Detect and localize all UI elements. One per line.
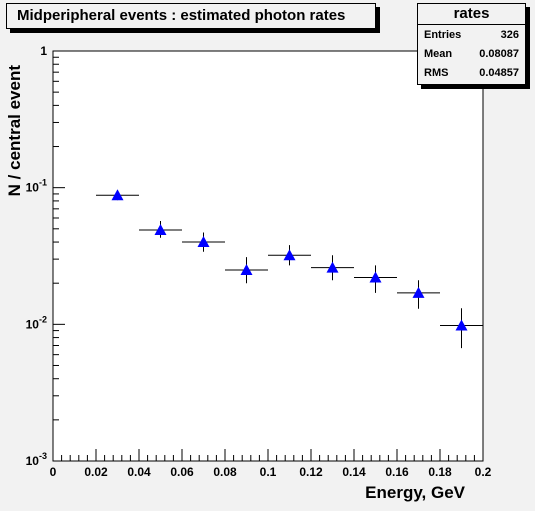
y-tick-label: 10-3: [26, 451, 47, 468]
x-tick-label: 0.02: [84, 465, 108, 479]
stats-label: Entries: [424, 29, 462, 41]
data-point-marker: [326, 261, 339, 273]
y-tick-label: 1: [40, 44, 47, 58]
x-tick-label: 0.14: [342, 465, 366, 479]
data-point-marker: [283, 249, 296, 261]
data-point-marker: [240, 263, 253, 275]
x-axis-label: Energy, GeV: [365, 483, 465, 502]
data-point-marker: [455, 319, 468, 331]
x-tick-label: 0.12: [299, 465, 323, 479]
stats-label: Mean: [424, 48, 453, 60]
data-point-marker: [197, 236, 210, 248]
x-tick-label: 0.16: [385, 465, 409, 479]
stats-value: 0.08087: [479, 48, 519, 60]
stats-row-entries: Entries 326: [418, 25, 525, 44]
stats-row-rms: RMS 0.04857: [418, 63, 525, 82]
plot-frame: [52, 50, 484, 462]
y-axis-label: N / central event: [5, 65, 24, 197]
stats-row-mean: Mean 0.08087: [418, 44, 525, 63]
data-points: [96, 189, 483, 349]
stats-title: rates: [418, 4, 525, 25]
data-point-marker: [369, 271, 382, 283]
x-tick-label: 0.04: [127, 465, 151, 479]
x-tick-label: 0.18: [428, 465, 452, 479]
x-axis-ticks: 0 0.02 0.04 0.06 0.08 0.1 0.12 0.14 0.16 0.18 0.2: [50, 449, 492, 479]
x-tick-label: 0.08: [213, 465, 237, 479]
y-tick-label: 10-1: [26, 178, 47, 195]
chart-title: Midperipheral events : estimated photon …: [6, 3, 376, 29]
stats-value: 326: [500, 29, 519, 41]
x-tick-label: 0: [50, 465, 57, 479]
stats-label: RMS: [424, 67, 449, 79]
data-point-marker: [412, 286, 425, 298]
x-tick-label: 0.1: [260, 465, 277, 479]
x-tick-label: 0.2: [475, 465, 492, 479]
y-tick-label: 10-2: [26, 314, 47, 331]
data-point-marker: [154, 224, 167, 236]
x-tick-label: 0.06: [170, 465, 194, 479]
y-axis-ticks: 1 10-1 10-2 10-3: [26, 44, 65, 468]
stats-value: 0.04857: [479, 67, 519, 79]
stats-box: rates Entries 326 Mean 0.08087 RMS 0.048…: [417, 3, 526, 85]
data-point-marker: [111, 189, 124, 201]
